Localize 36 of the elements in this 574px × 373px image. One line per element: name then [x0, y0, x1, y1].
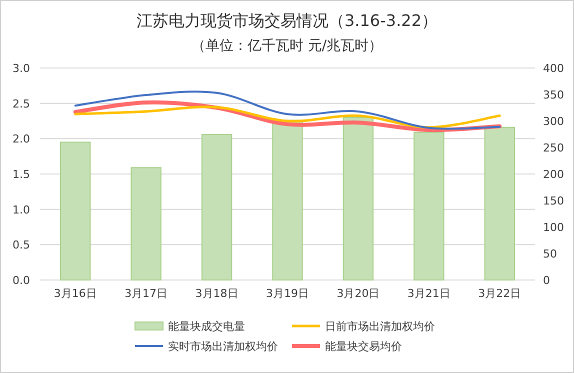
bar — [414, 132, 444, 280]
x-tick-label: 3月19日 — [266, 287, 309, 300]
bar — [60, 142, 91, 280]
legend-label: 实时市场出清加权均价 — [168, 340, 278, 353]
y-tick-label: 2.0 — [12, 132, 30, 146]
y-tick-label: 1.0 — [12, 203, 30, 216]
y2-tick-label: 100 — [543, 221, 564, 234]
y2-tick-label: 200 — [543, 168, 564, 181]
y-tick-label: 0.0 — [12, 274, 30, 287]
bar — [484, 126, 515, 280]
y2-tick-label: 250 — [543, 142, 564, 154]
x-tick-label: 3月20日 — [336, 287, 380, 300]
x-tick-label: 3月16日 — [54, 287, 97, 300]
legend-label: 日前市场出清加权均价 — [325, 320, 435, 333]
legend-label: 能量块交易均价 — [325, 340, 402, 353]
x-tick-label: 3月17日 — [124, 287, 168, 300]
y-tick-label: 2.5 — [12, 97, 30, 110]
y2-tick-label: 400 — [543, 62, 564, 75]
x-tick-label: 3月18日 — [195, 287, 238, 300]
y2-tick-label: 150 — [543, 194, 564, 208]
bar — [130, 167, 162, 280]
bar — [201, 134, 232, 280]
y-tick-label: 3.0 — [12, 62, 30, 75]
bar — [272, 120, 303, 280]
y-tick-label: 1.5 — [12, 168, 30, 181]
y-tick-label: 0.5 — [12, 238, 30, 252]
legend-label: 能量块成交电量 — [168, 320, 245, 333]
y2-tick-label: 50 — [543, 248, 557, 260]
chart-subtitle: （单位：亿千瓦时 元/兆瓦时） — [191, 38, 383, 54]
y2-tick-label: 300 — [543, 115, 564, 128]
bar — [342, 116, 374, 280]
y2-tick-label: 350 — [543, 88, 564, 102]
x-tick-label: 3月22日 — [478, 287, 522, 300]
x-tick-label: 3月21日 — [407, 287, 450, 300]
y2-tick-label: 0 — [543, 274, 550, 287]
chart-title: 江苏电力现货市场交易情况（3.16-3.22） — [136, 11, 438, 30]
